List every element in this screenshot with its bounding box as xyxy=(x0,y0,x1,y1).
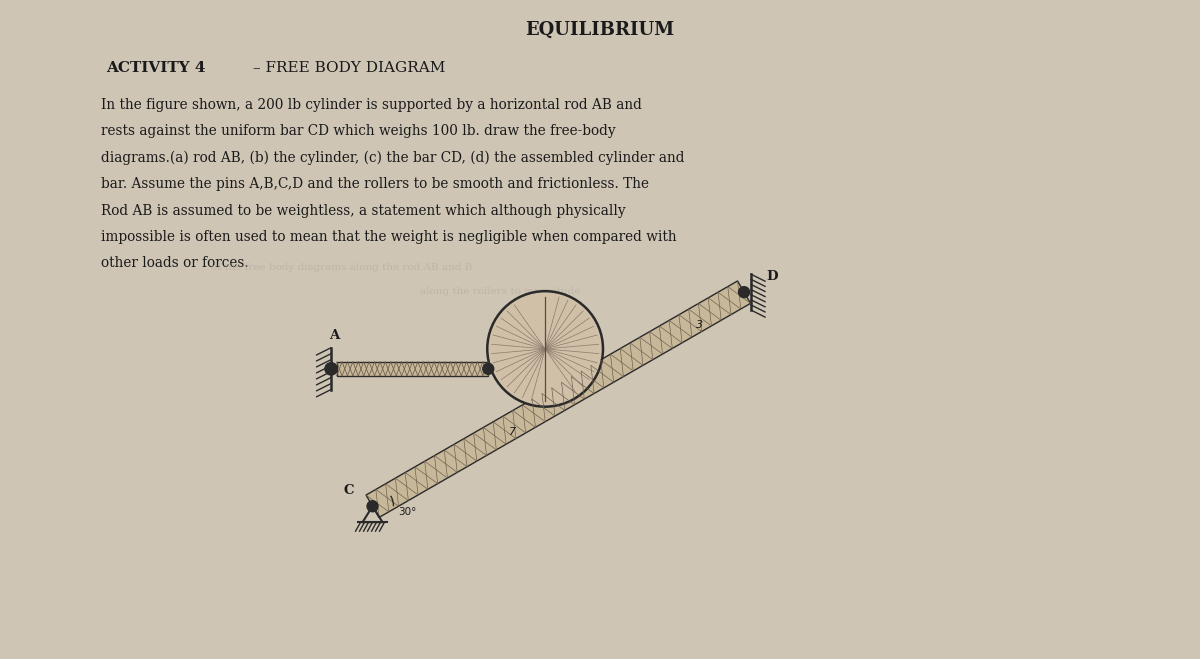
Text: In the figure shown, a 200 lb cylinder is supported by a horizontal rod AB and: In the figure shown, a 200 lb cylinder i… xyxy=(101,98,642,112)
Polygon shape xyxy=(337,362,488,376)
Circle shape xyxy=(487,291,602,407)
Polygon shape xyxy=(366,281,750,517)
Text: – FREE BODY DIAGRAM: – FREE BODY DIAGRAM xyxy=(253,61,445,75)
Text: A: A xyxy=(330,329,340,342)
Text: along the rollers to magnitude: along the rollers to magnitude xyxy=(420,287,581,296)
Text: diagrams.(a) rod AB, (b) the cylinder, (c) the bar CD, (d) the assembled cylinde: diagrams.(a) rod AB, (b) the cylinder, (… xyxy=(101,151,685,165)
Text: ACTIVITY 4: ACTIVITY 4 xyxy=(106,61,205,75)
Text: of the free body diagrams along the rod AB and B: of the free body diagrams along the rod … xyxy=(211,263,473,272)
Circle shape xyxy=(367,501,378,512)
Text: rests against the uniform bar CD which weighs 100 lb. draw the free-body: rests against the uniform bar CD which w… xyxy=(101,125,616,138)
Circle shape xyxy=(738,287,750,298)
Text: 3: 3 xyxy=(696,320,703,330)
Text: 7: 7 xyxy=(509,427,516,437)
Text: D: D xyxy=(767,270,778,283)
Circle shape xyxy=(325,362,337,375)
Circle shape xyxy=(482,363,493,374)
Text: impossible is often used to mean that the weight is negligible when compared wit: impossible is often used to mean that th… xyxy=(101,230,677,244)
Text: C: C xyxy=(343,484,354,498)
Text: B: B xyxy=(493,329,504,342)
Text: other loads or forces.: other loads or forces. xyxy=(101,256,248,270)
Text: bar. Assume the pins A,B,C,D and the rollers to be smooth and frictionless. The: bar. Assume the pins A,B,C,D and the rol… xyxy=(101,177,649,191)
Text: EQUILIBRIUM: EQUILIBRIUM xyxy=(526,21,674,40)
Text: Rod AB is assumed to be weightless, a statement which although physically: Rod AB is assumed to be weightless, a st… xyxy=(101,204,625,217)
Text: 30°: 30° xyxy=(398,507,416,517)
